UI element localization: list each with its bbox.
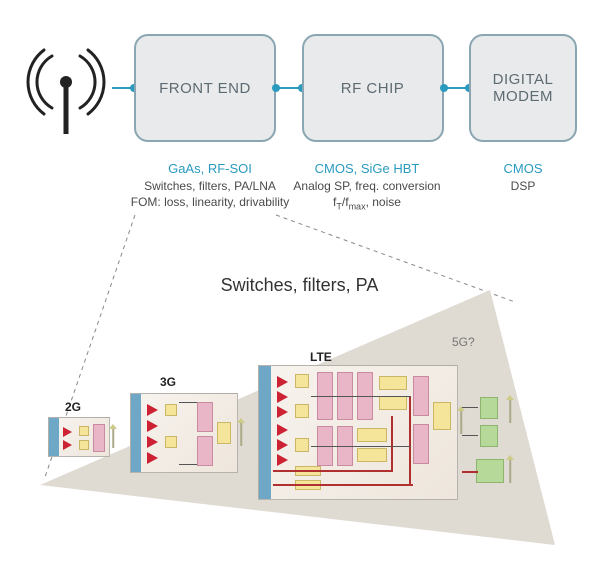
circuit-3g [130,393,238,473]
expansion-title: Switches, filters, PA [0,275,599,296]
connector-1 [112,87,134,89]
circuit-5g-hint [476,393,526,488]
frontend-expansion: Switches, filters, PA 2G 3G LTE 5G? [0,245,599,562]
caption-line: DSP [469,178,577,194]
block-rf-chip: RF CHIP [302,34,444,142]
node-dot [440,84,448,92]
block-label: RF CHIP [341,80,405,97]
connector-3 [444,87,470,89]
gen-label-2g: 2G [65,400,81,414]
caption-row: GaAs, RF-SOI Switches, filters, PA/LNA F… [22,160,577,212]
antenna-icon [22,38,112,138]
caption-line: Analog SP, freq. conversion [280,178,454,194]
block-front-end: FRONT END [134,34,276,142]
tech-label: CMOS [469,160,577,178]
caption-line: fT/fmax, noise [286,194,448,213]
caption-front-end: GaAs, RF-SOI Switches, filters, PA/LNA F… [134,160,286,212]
gen-label-lte: LTE [310,350,332,364]
circuit-2g [48,417,110,457]
caption-line: Switches, filters, PA/LNA [134,178,286,194]
caption-rf-chip: CMOS, SiGe HBT Analog SP, freq. conversi… [286,160,448,212]
block-label: FRONT END [159,80,251,97]
node-dot [272,84,280,92]
tech-label: CMOS, SiGe HBT [286,160,448,178]
gen-label-3g: 3G [160,375,176,389]
signal-chain: FRONT END RF CHIP DIGITAL MODEM [22,28,577,148]
connector-2 [276,87,302,89]
gen-label-5g: 5G? [452,335,475,349]
caption-modem: CMOS DSP [469,160,577,212]
circuit-lte [258,365,458,500]
block-digital-modem: DIGITAL MODEM [469,34,577,142]
tech-label: GaAs, RF-SOI [134,160,286,178]
block-label: DIGITAL MODEM [493,71,554,105]
caption-line: FOM: loss, linearity, drivability [124,194,296,210]
